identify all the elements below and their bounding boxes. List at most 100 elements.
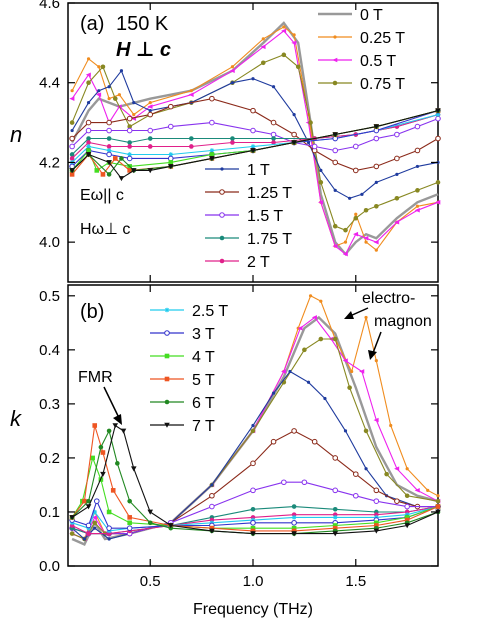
data-point-b-0p75t-7 [250,428,256,434]
electromagnon-arrow-2 [372,331,382,354]
legend-marker-2p5t [164,307,170,313]
field-orientation-annotation: H ⊥ c [116,39,171,61]
panel-b-series [69,294,441,546]
data-point-a-7t-9 [291,140,297,146]
data-point-a-0p75t-18 [394,196,400,201]
data-point-a-1p25t-5 [167,103,174,110]
data-point-a-1p25t-15 [414,147,421,154]
data-point-a-2p5t-6 [250,144,256,149]
data-point-a-0p5t-9 [260,44,266,50]
data-point-b-1p25t-12 [373,487,380,494]
data-point-b-5t-7 [209,525,215,531]
data-point-a-2p5t-4 [168,152,174,157]
data-point-a-0p5t-18 [373,239,379,245]
data-point-b-0p5t-9 [297,325,303,331]
data-point-a-4t-6 [209,152,215,157]
data-point-a-1t-6 [148,109,152,113]
data-point-a-1p5t-12 [352,143,359,150]
data-point-b-2p5t-8 [291,515,297,520]
data-point-a-1t-14 [333,188,337,192]
legend-label-4t: 4 T [192,349,215,366]
data-point-b-1t-6 [210,483,214,487]
legend-label-0p25t: 0.25 T [360,30,405,47]
legend-marker-6t [164,399,170,405]
data-point-a-0p5t-0 [69,96,75,101]
data-point-a-1p75t-6 [230,136,235,141]
data-point-b-7t-9 [250,531,256,537]
legend-label-1p75t: 1.75 T [247,231,292,248]
data-point-a-0p25t-11 [292,33,296,37]
data-point-a-2t-3 [127,144,132,149]
data-point-a-1p25t-0 [69,135,75,142]
data-point-a-1p75t-1 [86,136,91,141]
data-point-b-0p5t-14 [373,417,379,423]
data-point-a-0p5t-15 [342,251,348,257]
legend-marker-5t [164,376,170,382]
data-point-a-0p25t-9 [261,37,265,41]
data-point-a-0p75t-13 [332,223,338,229]
data-point-b-7t-13 [404,523,410,529]
data-point-a-0p25t-16 [354,212,358,216]
data-point-a-0p25t-8 [230,65,235,69]
electromagnon-arrowhead-2 [368,350,377,360]
data-point-a-0p25t-17 [364,240,368,244]
data-point-a-2t-5 [189,144,194,149]
data-point-b-7t-10 [291,531,297,537]
data-point-b-4t-10 [332,523,338,528]
legend-label-1t: 1 T [247,162,270,179]
data-point-a-1t-1 [86,101,91,105]
data-point-a-2t-2 [106,144,112,149]
data-point-b-7t-3 [112,423,119,429]
data-point-a-0p75t-15 [353,215,359,221]
data-point-b-0p25t-19 [436,494,440,498]
y-axis-label-n: n [10,122,22,147]
legend-label-0p5t: 0.5 T [360,53,396,70]
data-point-b-0p5t-2 [91,515,98,520]
legend-marker-1t [220,167,224,171]
data-point-a-1t-4 [119,69,124,73]
data-point-b-4t-9 [291,525,297,531]
data-point-a-7t-6 [167,164,174,170]
data-point-a-0p75t-4 [127,124,132,129]
data-point-a-1t-5 [132,101,136,105]
data-point-a-0p25t-20 [415,204,420,208]
data-point-a-2p5t-3 [127,152,132,157]
x-axis-label: Frequency (THz) [193,601,313,618]
data-point-b-1p5t-11 [373,498,380,504]
data-point-a-0p75t-2 [100,64,106,70]
data-point-a-1p25t-13 [373,163,380,170]
data-point-b-1p25t-5 [209,492,215,499]
data-point-b-4t-8 [250,525,256,531]
data-point-b-5t-11 [374,523,379,528]
data-point-a-0p75t-8 [260,60,266,66]
data-point-b-4t-11 [374,520,379,526]
data-point-b-6t-1 [86,498,91,504]
data-point-a-1p75t-5 [189,136,194,141]
polarization-h-annotation: Hω⊥ c [80,221,130,238]
data-point-b-0p75t-0 [69,531,75,536]
data-point-b-7t-1 [85,504,92,510]
data-point-a-1p5t-7 [250,127,256,134]
data-point-b-0p75t-9 [302,347,307,353]
data-point-b-0p75t-14 [384,471,389,477]
y-tick-label-b: 0.5 [39,288,60,305]
data-point-b-0p25t-10 [308,294,313,298]
data-point-a-0p25t-3 [107,97,111,101]
data-point-b-1t-7 [251,423,255,428]
data-point-a-0p5t-17 [363,235,369,241]
data-point-a-1p25t-16 [435,135,441,142]
data-point-b-0p5t-8 [281,369,287,374]
data-point-a-7t-1 [85,152,92,158]
data-point-a-4t-1 [86,148,91,153]
y-tick-label-a: 4.2 [39,154,60,171]
data-point-b-7t-8 [209,528,215,534]
series-line-a-1p5t [71,118,439,152]
data-point-a-0p5t-8 [229,68,235,74]
data-point-a-0p25t-0 [70,89,74,93]
data-point-a-1t-11 [292,113,296,117]
data-point-a-2p5t-1 [86,144,91,149]
data-point-a-0p5t-7 [188,92,194,97]
data-point-a-1p75t-2 [106,136,112,141]
data-point-b-1t-3 [107,537,111,541]
data-point-a-1p5t-2 [106,127,112,134]
